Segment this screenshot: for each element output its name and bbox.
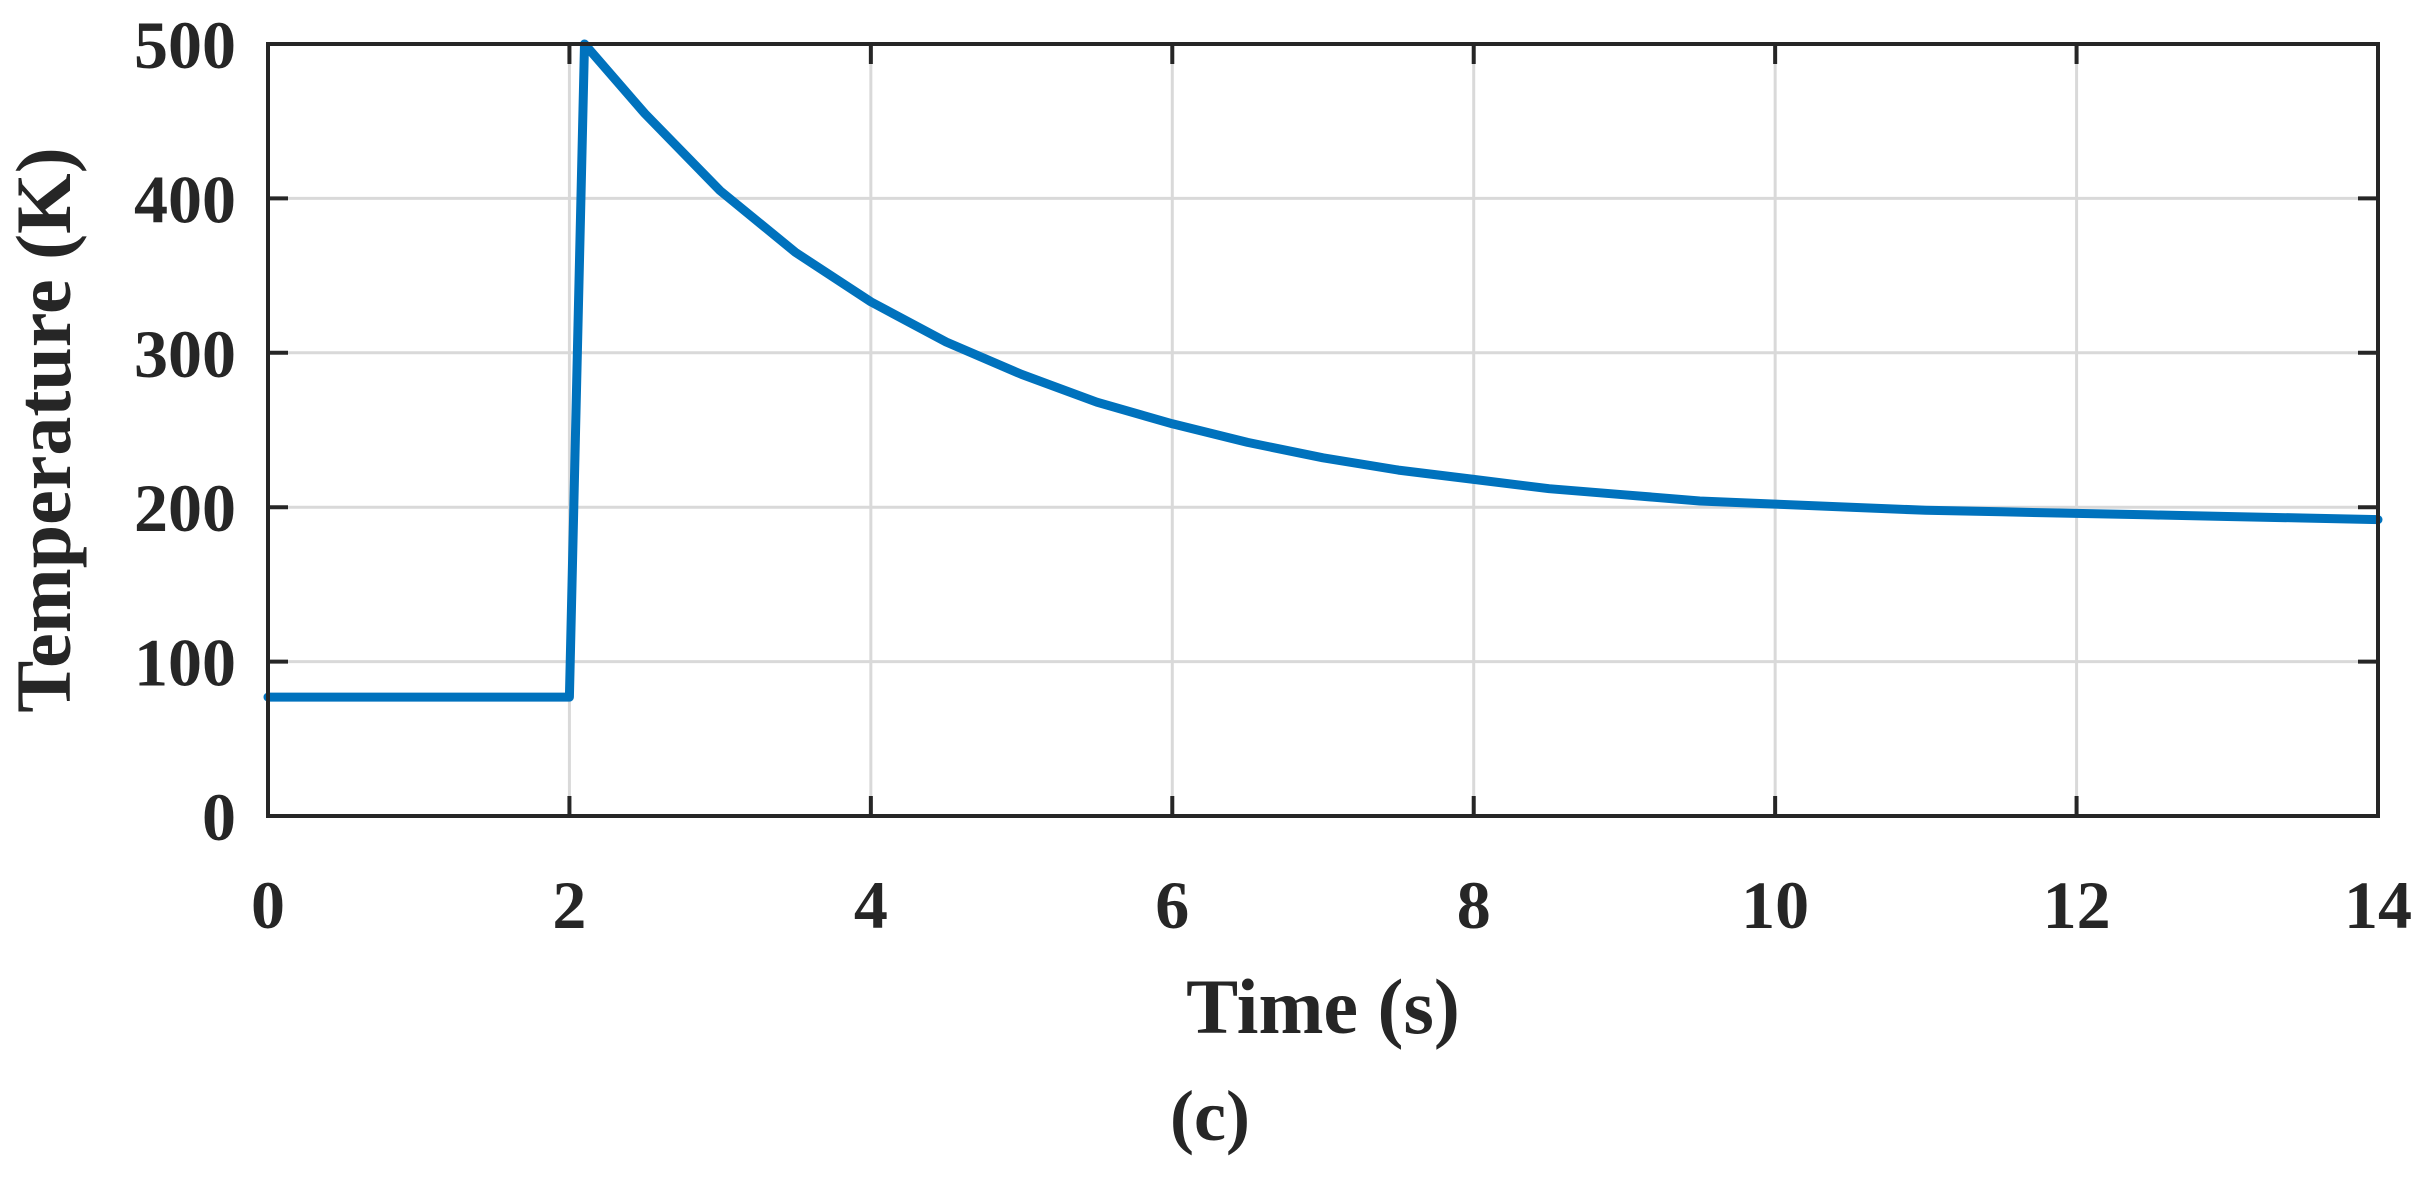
temperature-line bbox=[263, 39, 2383, 702]
x-tick-label: 14 bbox=[2344, 867, 2412, 943]
x-tick-label: 0 bbox=[251, 867, 285, 943]
grid-lines bbox=[268, 44, 2378, 816]
x-axis-label: Time (s) bbox=[1186, 963, 1460, 1050]
plot-background bbox=[268, 44, 2378, 816]
x-tick-label: 6 bbox=[1155, 867, 1189, 943]
data-series bbox=[263, 39, 2383, 702]
plot-frame bbox=[266, 42, 2380, 818]
x-tick-labels: 0 2 4 6 8 10 12 14 bbox=[251, 867, 2412, 943]
y-axis-label: Temperature (K) bbox=[0, 147, 87, 712]
x-tick-label: 8 bbox=[1457, 867, 1491, 943]
y-tick-labels: 0 100 200 300 400 500 bbox=[134, 7, 236, 855]
y-tick-label: 400 bbox=[134, 161, 236, 237]
x-tick-label: 10 bbox=[1741, 867, 1809, 943]
y-tick-label: 300 bbox=[134, 316, 236, 392]
y-tick-label: 200 bbox=[134, 470, 236, 546]
figure-caption: (c) bbox=[1170, 1076, 1250, 1156]
x-tick-label: 12 bbox=[2043, 867, 2111, 943]
y-tick-label: 500 bbox=[134, 7, 236, 83]
y-tick-label: 100 bbox=[134, 625, 236, 701]
y-tick-label: 0 bbox=[202, 779, 236, 855]
axis-ticks bbox=[266, 42, 2380, 818]
x-tick-label: 2 bbox=[552, 867, 586, 943]
x-tick-label: 4 bbox=[854, 867, 888, 943]
